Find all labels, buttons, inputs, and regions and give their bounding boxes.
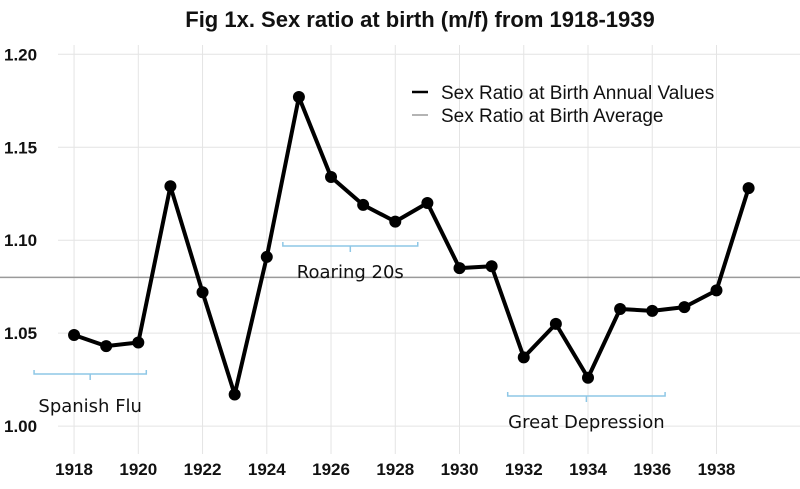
data-point (646, 304, 659, 317)
data-point (260, 250, 273, 263)
data-point (421, 197, 434, 210)
y-tick-label: 1.10 (4, 231, 37, 250)
data-point (549, 317, 562, 330)
data-point (357, 198, 370, 211)
annotation-label: Great Depression (508, 412, 664, 433)
annotation-spanish-flu: Spanish Flu (33, 370, 148, 417)
annotations: Spanish Flu Roaring 20s Great Depression (33, 242, 666, 433)
data-point (453, 262, 466, 275)
data-point (132, 336, 145, 349)
x-tick-label: 1936 (633, 460, 671, 479)
y-tick-label: 1.20 (4, 45, 37, 64)
data-point (292, 91, 305, 104)
chart-title: Fig 1x. Sex ratio at birth (m/f) from 19… (185, 7, 654, 32)
data-point (164, 180, 177, 193)
data-point (68, 329, 81, 342)
y-tick-label: 1.05 (4, 324, 37, 343)
data-point (325, 170, 338, 183)
data-point (485, 260, 498, 273)
data-point (517, 351, 530, 364)
annotation-label: Roaring 20s (297, 262, 404, 283)
x-tick-label: 1934 (569, 460, 607, 479)
x-tick-label: 1932 (505, 460, 543, 479)
annotation-great-depression: Great Depression (506, 392, 666, 433)
annual-series (68, 91, 755, 401)
y-axis-ticks: 1.00 1.05 1.10 1.15 1.20 (4, 45, 37, 436)
x-tick-label: 1928 (376, 460, 414, 479)
legend: Sex Ratio at Birth Annual Values Sex Rat… (412, 83, 714, 127)
x-axis-ticks: 1918 1920 1922 1924 1926 1928 1930 1932 1934 1936… (55, 460, 735, 479)
data-point (389, 215, 402, 228)
legend-label-average: Sex Ratio at Birth Average (441, 106, 664, 127)
legend-label-annual: Sex Ratio at Birth Annual Values (441, 83, 714, 104)
data-point (742, 182, 755, 195)
series-line (73, 95, 751, 397)
x-tick-label: 1922 (184, 460, 222, 479)
data-point (710, 284, 723, 297)
data-point (100, 340, 113, 353)
grid-lines (58, 45, 800, 454)
annotation-bracket (506, 392, 666, 402)
data-point (228, 388, 241, 401)
x-tick-label: 1938 (698, 460, 736, 479)
annotation-bracket (282, 242, 419, 252)
annotation-bracket (33, 370, 148, 380)
y-tick-label: 1.15 (4, 138, 37, 157)
x-tick-label: 1926 (312, 460, 350, 479)
y-tick-label: 1.00 (4, 417, 37, 436)
x-tick-label: 1924 (248, 460, 286, 479)
x-tick-label: 1920 (119, 460, 157, 479)
x-tick-label: 1918 (55, 460, 93, 479)
data-point (678, 301, 691, 314)
data-point (614, 302, 627, 315)
annotation-roaring-20s: Roaring 20s (282, 242, 419, 283)
annotation-label: Spanish Flu (38, 396, 142, 417)
x-tick-label: 1930 (441, 460, 479, 479)
data-point (196, 286, 209, 299)
data-point (582, 371, 594, 384)
